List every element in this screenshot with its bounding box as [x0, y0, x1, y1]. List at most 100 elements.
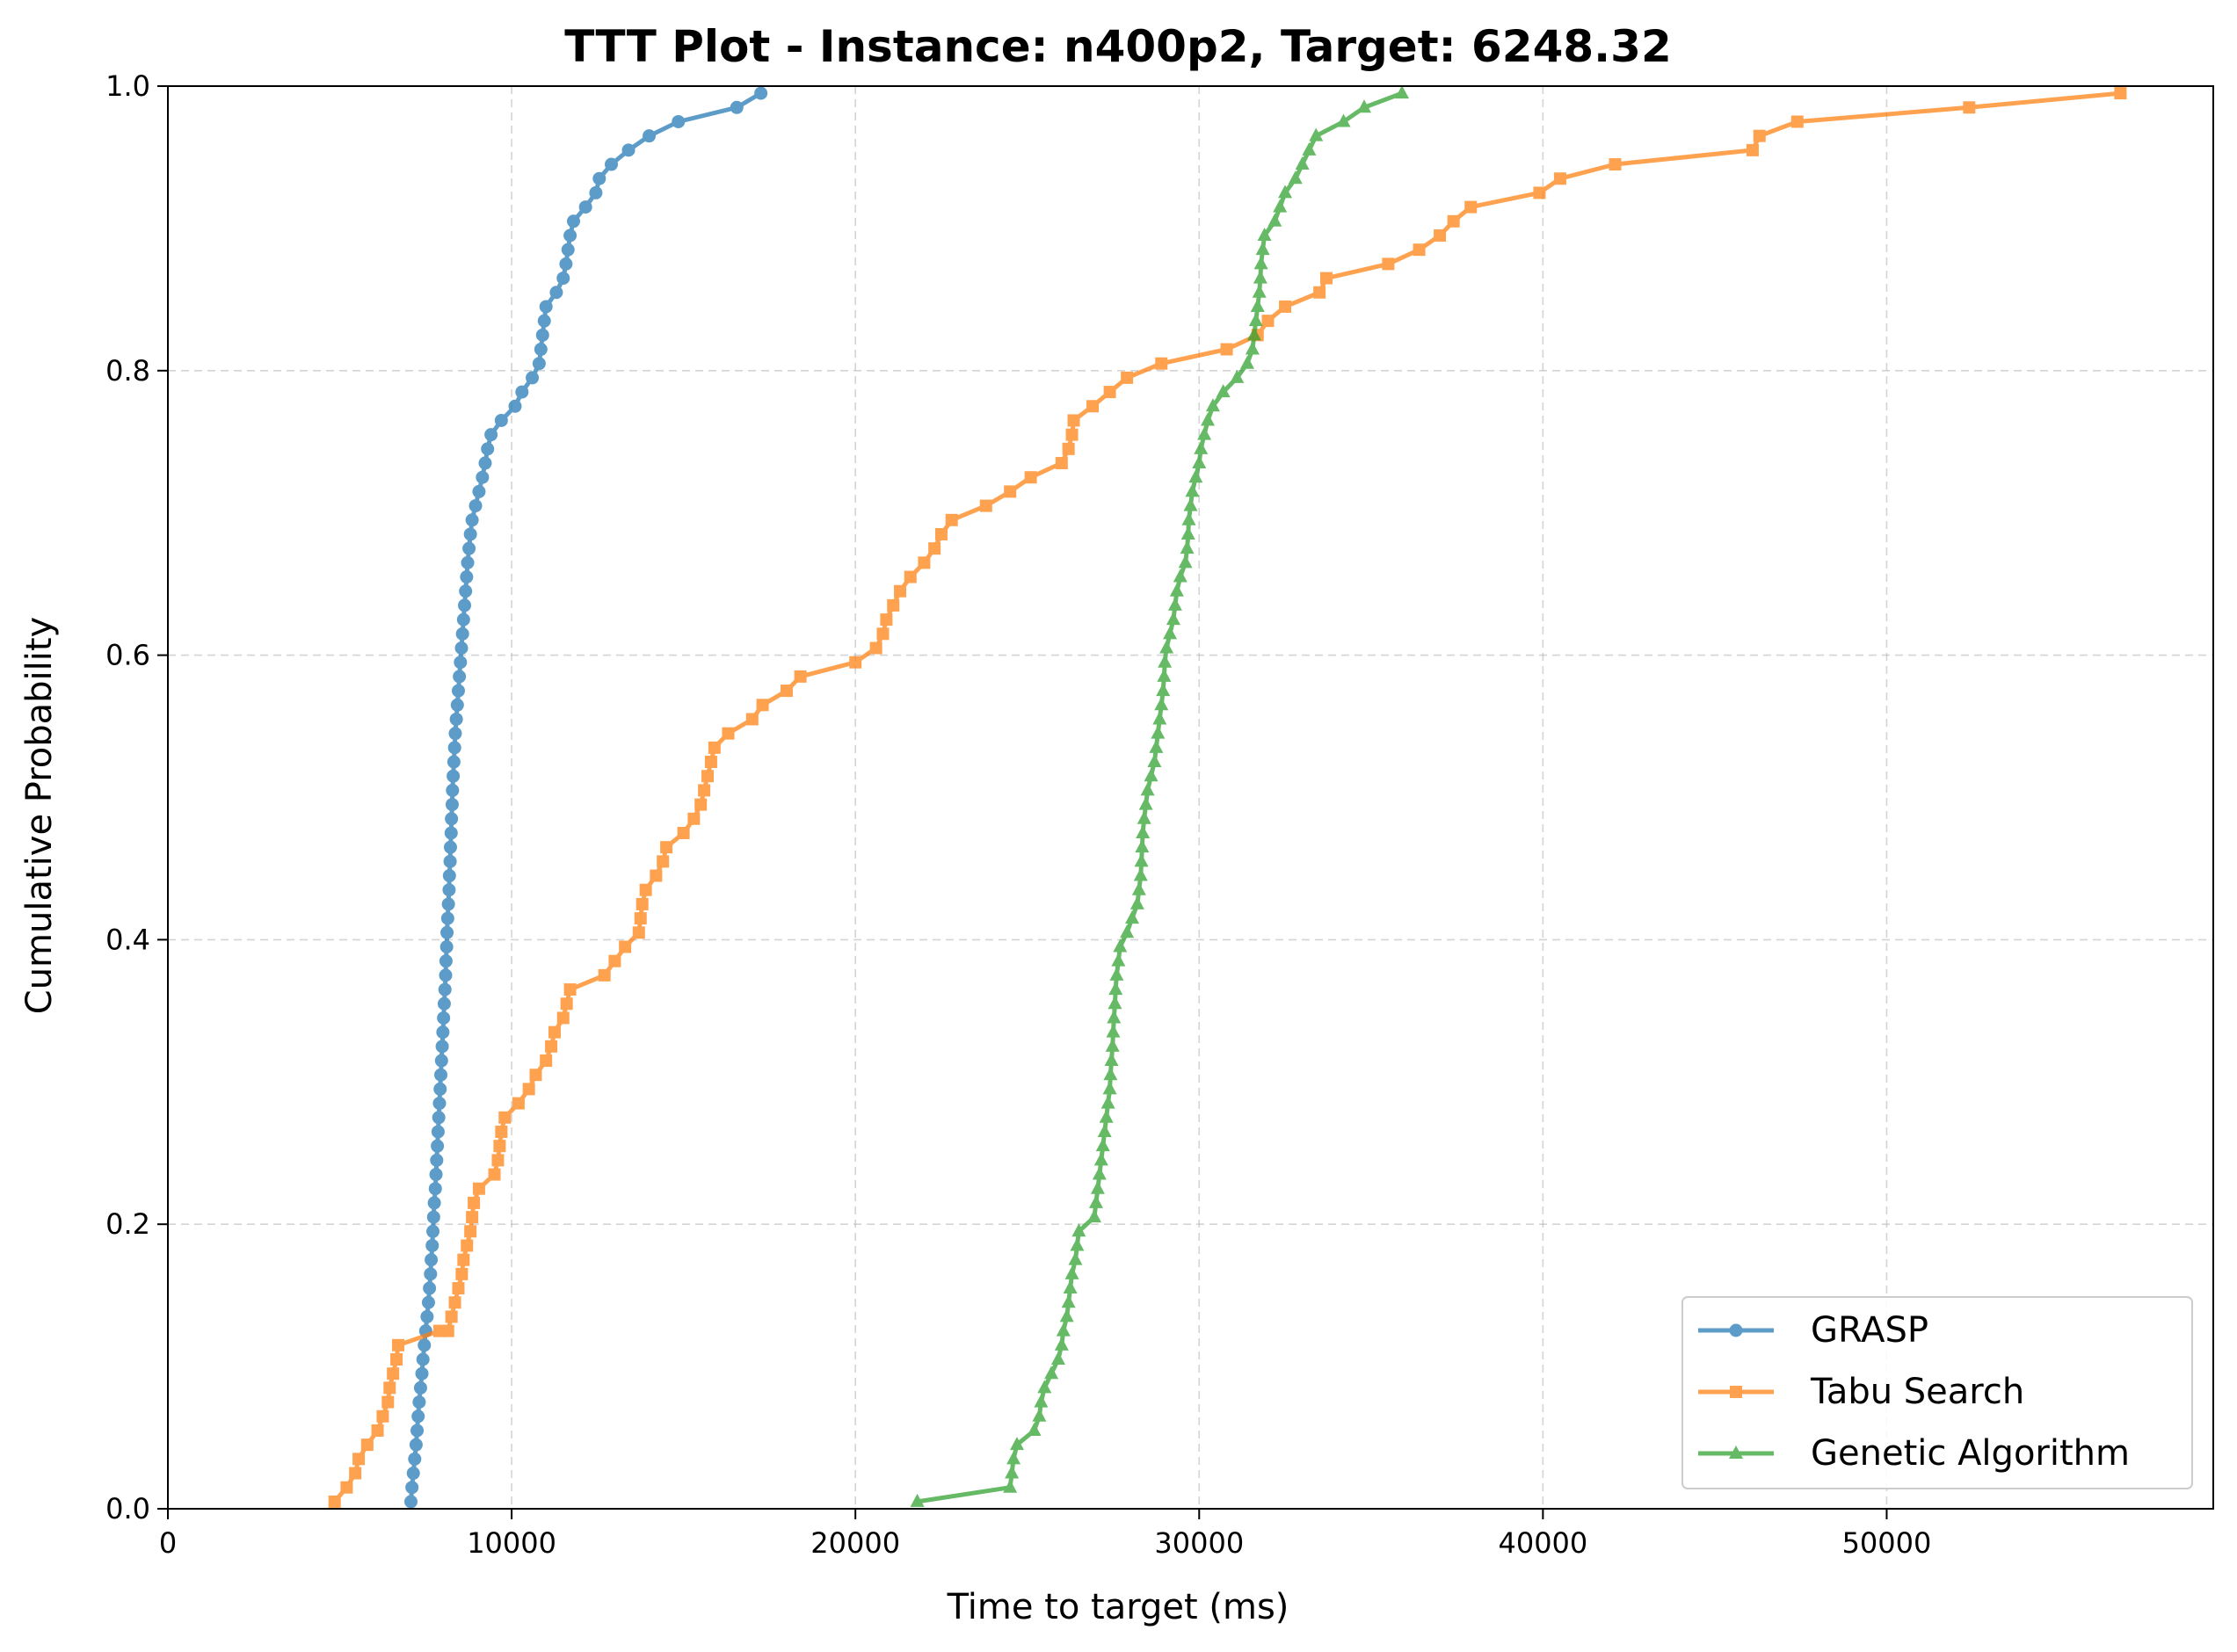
- data-point-grasp: [461, 555, 475, 569]
- data-point-grasp: [563, 228, 577, 243]
- data-point-genetic-algorithm: [1181, 511, 1196, 525]
- data-point-tabu-search: [498, 1111, 512, 1124]
- data-point-genetic-algorithm: [1159, 640, 1174, 654]
- data-point-grasp: [535, 328, 549, 342]
- x-tick-label: 30000: [1154, 1526, 1244, 1560]
- data-point-genetic-algorithm: [1064, 1265, 1079, 1279]
- data-point-genetic-algorithm: [1253, 256, 1268, 270]
- data-point-tabu-search: [457, 1253, 470, 1266]
- data-point-grasp: [435, 1040, 449, 1054]
- data-point-tabu-search: [636, 897, 649, 910]
- data-point-grasp: [439, 939, 454, 953]
- x-tick-label: 20000: [810, 1526, 900, 1560]
- data-point-genetic-algorithm: [1032, 1408, 1047, 1422]
- data-point-tabu-search: [452, 1282, 465, 1295]
- data-point-genetic-algorithm: [1245, 341, 1260, 355]
- data-point-genetic-algorithm: [1061, 1294, 1076, 1308]
- data-point-tabu-search: [1447, 214, 1460, 228]
- data-point-genetic-algorithm: [1149, 739, 1164, 753]
- data-point-grasp: [428, 1182, 442, 1196]
- data-point-genetic-algorithm: [1103, 1067, 1118, 1081]
- data-point-grasp: [406, 1467, 420, 1481]
- series-line-genetic-algorithm: [917, 91, 1403, 1504]
- data-point-grasp: [433, 1082, 447, 1096]
- data-point-grasp: [449, 712, 463, 726]
- data-point-tabu-search: [887, 598, 900, 612]
- legend-marker: [1729, 1323, 1743, 1337]
- data-point-genetic-algorithm: [1037, 1380, 1052, 1394]
- data-point-grasp: [431, 1139, 445, 1153]
- data-point-genetic-algorithm: [1169, 583, 1184, 597]
- data-point-tabu-search: [904, 570, 917, 583]
- data-point-tabu-search: [849, 656, 862, 669]
- data-point-grasp: [443, 854, 457, 868]
- data-point-genetic-algorithm: [1034, 1394, 1049, 1408]
- data-point-genetic-algorithm: [1059, 1308, 1074, 1322]
- data-point-tabu-search: [1753, 129, 1766, 142]
- data-point-grasp: [431, 1125, 445, 1139]
- data-point-genetic-algorithm: [1194, 440, 1209, 454]
- data-point-genetic-algorithm: [1252, 284, 1267, 298]
- data-point-tabu-search: [1413, 243, 1426, 257]
- data-point-genetic-algorithm: [1248, 313, 1263, 327]
- data-point-genetic-algorithm: [1178, 554, 1193, 569]
- data-point-tabu-search: [466, 1211, 479, 1224]
- data-point-genetic-algorithm: [1070, 1237, 1085, 1251]
- data-point-tabu-search: [928, 542, 941, 555]
- data-point-grasp: [481, 442, 495, 456]
- data-point-grasp: [459, 584, 473, 598]
- x-tick-label: 10000: [467, 1526, 556, 1560]
- axis-ticks: 0 10000 20000 30000 40000 50000 0.0 0.2 0.4 0.6 0.…: [105, 69, 1931, 1560]
- data-point-tabu-search: [488, 1168, 501, 1181]
- data-point-grasp: [432, 1097, 447, 1111]
- data-point-tabu-search: [660, 841, 673, 854]
- legend-marker: [1730, 1386, 1742, 1398]
- data-point-grasp: [605, 157, 619, 171]
- data-point-tabu-search: [445, 1310, 458, 1323]
- data-point-grasp: [410, 1424, 425, 1438]
- data-point-tabu-search: [381, 1395, 395, 1409]
- data-point-tabu-search: [632, 926, 645, 939]
- data-point-tabu-search: [1533, 186, 1546, 199]
- data-point-grasp: [425, 1238, 439, 1252]
- data-point-grasp: [484, 428, 498, 442]
- data-point-tabu-search: [1067, 414, 1080, 427]
- data-point-genetic-algorithm: [1006, 1451, 1021, 1465]
- data-point-grasp: [423, 1281, 437, 1295]
- data-point-grasp: [463, 527, 477, 541]
- data-point-genetic-algorithm: [1092, 1166, 1107, 1180]
- data-point-tabu-search: [556, 1011, 570, 1025]
- data-point-tabu-search: [512, 1097, 525, 1110]
- data-point-tabu-search: [1313, 286, 1326, 299]
- data-point-genetic-algorithm: [1158, 654, 1173, 668]
- data-point-genetic-algorithm: [1147, 754, 1162, 768]
- data-point-grasp: [515, 385, 529, 399]
- data-point-grasp: [643, 129, 657, 143]
- data-point-grasp: [578, 200, 592, 214]
- data-point-grasp: [439, 954, 453, 968]
- data-point-grasp: [426, 1210, 440, 1224]
- data-point-grasp: [621, 143, 636, 157]
- data-point-tabu-search: [650, 869, 663, 882]
- data-point-genetic-algorithm: [1295, 156, 1310, 170]
- data-point-tabu-search: [464, 1225, 477, 1238]
- data-point-tabu-search: [979, 499, 992, 512]
- data-point-genetic-algorithm: [1267, 213, 1282, 227]
- data-point-genetic-algorithm: [1240, 355, 1255, 369]
- data-point-tabu-search: [387, 1367, 400, 1380]
- data-point-genetic-algorithm: [1246, 327, 1261, 341]
- y-tick-label: 0.0: [105, 1492, 150, 1525]
- data-point-tabu-search: [704, 756, 717, 769]
- data-point-genetic-algorithm: [1183, 497, 1198, 511]
- data-point-genetic-algorithm: [1140, 782, 1155, 796]
- data-point-grasp: [425, 1253, 439, 1267]
- data-point-genetic-algorithm: [1097, 1123, 1112, 1137]
- data-point-genetic-algorithm: [1134, 853, 1149, 867]
- data-point-tabu-search: [540, 1054, 553, 1068]
- data-point-tabu-search: [390, 1353, 403, 1366]
- data-point-grasp: [405, 1481, 419, 1495]
- data-point-grasp: [404, 1495, 418, 1509]
- data-point-grasp: [444, 826, 458, 840]
- data-point-tabu-search: [495, 1125, 508, 1138]
